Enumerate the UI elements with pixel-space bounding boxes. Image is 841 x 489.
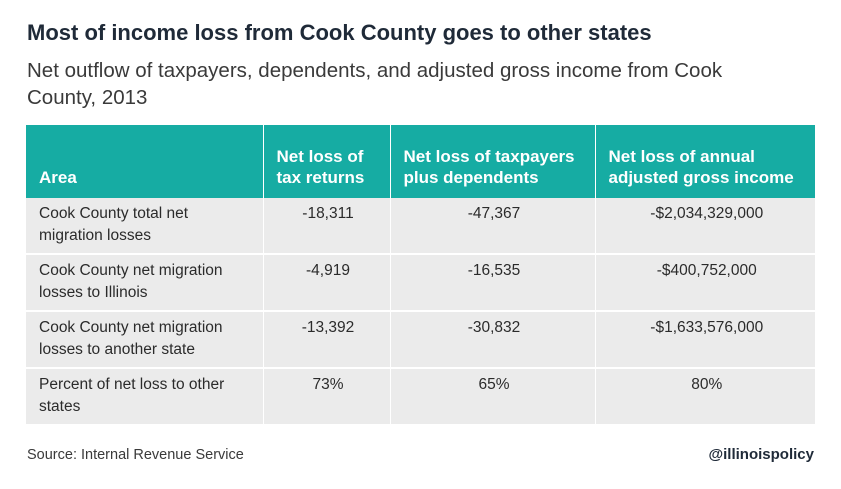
cell-tax-returns: -18,311 <box>263 198 391 254</box>
cell-tax-returns: -4,919 <box>263 253 391 311</box>
chart-subtitle: Net outflow of taxpayers, dependents, an… <box>27 59 723 109</box>
table-row: Cook County net migration losses to Illi… <box>26 253 815 311</box>
table-row: Cook County total net migration losses -… <box>26 198 815 254</box>
column-header-adjusted-gross-income: Net loss of annual adjusted gross income <box>595 125 815 198</box>
credit-handle: @illinoispolicy <box>708 446 814 463</box>
cell-adjusted-gross-income: -$400,752,000 <box>595 253 815 311</box>
source-note: Source: Internal Revenue Service <box>27 447 244 463</box>
cell-adjusted-gross-income: 80% <box>595 367 815 424</box>
cell-tax-returns: -13,392 <box>263 310 391 368</box>
cell-taxpayers-dependents: -47,367 <box>390 198 596 254</box>
column-header-area: Area <box>26 125 264 198</box>
cell-adjusted-gross-income: -$1,633,576,000 <box>595 310 815 368</box>
column-header-taxpayers-dependents: Net loss of taxpayers plus dependents <box>390 125 596 198</box>
chart-title: Most of income loss from Cook County goe… <box>27 20 652 45</box>
cell-taxpayers-dependents: -30,832 <box>390 310 596 368</box>
row-label: Cook County total net migration losses <box>26 198 264 254</box>
cell-adjusted-gross-income: -$2,034,329,000 <box>595 198 815 254</box>
cell-tax-returns: 73% <box>263 367 391 424</box>
table-header-row: Area Net loss of tax returns Net loss of… <box>26 125 815 198</box>
table-row: Cook County net migration losses to anot… <box>26 310 815 368</box>
cell-taxpayers-dependents: 65% <box>390 367 596 424</box>
row-label: Percent of net loss to other states <box>26 367 264 424</box>
row-label: Cook County net migration losses to Illi… <box>26 253 264 311</box>
cell-taxpayers-dependents: -16,535 <box>390 253 596 311</box>
row-label: Cook County net migration losses to anot… <box>26 310 264 368</box>
column-header-tax-returns: Net loss of tax returns <box>263 125 391 198</box>
table-row: Percent of net loss to other states 73% … <box>26 367 815 424</box>
data-table: Area Net loss of tax returns Net loss of… <box>26 125 815 424</box>
